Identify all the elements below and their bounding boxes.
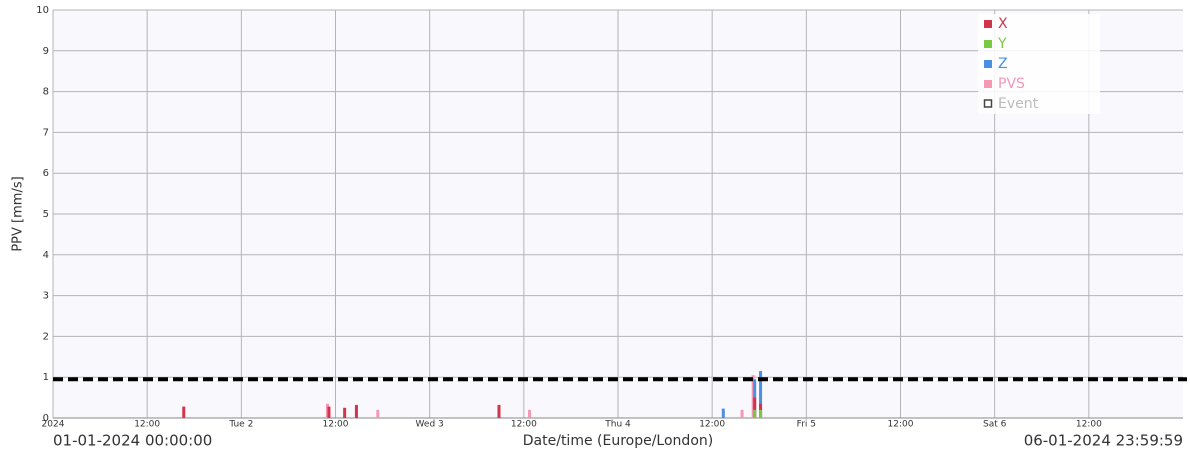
x-tick-label: Thu 4 xyxy=(604,420,631,430)
y-tick-label: 4 xyxy=(43,250,49,261)
y-tick-label: 0 xyxy=(43,413,49,424)
x-tick-label: Sat 6 xyxy=(983,420,1007,430)
x-tick-label: Tue 2 xyxy=(228,420,253,430)
bar xyxy=(759,409,763,418)
bar xyxy=(753,409,757,418)
start-label: 01-01-2024 00:00:00 xyxy=(53,432,212,450)
bar xyxy=(354,404,358,418)
y-tick-label: 2 xyxy=(43,331,49,342)
y-tick-label: 5 xyxy=(43,209,49,220)
bar xyxy=(740,409,744,418)
x-tick-label: 12:00 xyxy=(511,420,537,430)
legend-label: Event xyxy=(998,96,1039,112)
x-axis-title: Date/time (Europe/London) xyxy=(523,433,713,449)
x-tick-label: 12:00 xyxy=(134,420,160,430)
end-label: 06-01-2024 23:59:59 xyxy=(1024,432,1183,450)
x-tick-label: Fri 5 xyxy=(797,420,816,430)
y-tick-label: 1 xyxy=(43,372,49,383)
legend-swatch xyxy=(984,20,992,28)
bar xyxy=(327,406,331,418)
bar xyxy=(528,409,532,418)
x-tick-label: 12:00 xyxy=(323,420,349,430)
legend-label: Z xyxy=(998,56,1008,72)
legend-label: PVS xyxy=(998,76,1025,92)
bar xyxy=(753,397,757,418)
legend-swatch xyxy=(984,60,992,68)
y-tick-label: 7 xyxy=(43,127,49,138)
bar xyxy=(759,371,763,418)
legend-box xyxy=(978,14,1100,114)
legend-swatch xyxy=(984,40,992,48)
x-tick-label: 2024 xyxy=(42,420,65,430)
x-tick-label: 12:00 xyxy=(699,420,725,430)
bar xyxy=(182,406,186,418)
legend-swatch xyxy=(983,99,993,108)
y-tick-label: 3 xyxy=(43,291,49,302)
legend-label: Y xyxy=(997,36,1007,52)
legend-label: X xyxy=(998,16,1008,32)
x-tick-label: 12:00 xyxy=(1076,420,1102,430)
x-tick-label: 12:00 xyxy=(888,420,914,430)
y-tick-label: 8 xyxy=(43,87,49,98)
bar xyxy=(497,404,501,418)
y-tick-label: 10 xyxy=(36,5,49,16)
bar xyxy=(376,409,380,418)
y-tick-label: 9 xyxy=(43,46,49,57)
y-tick-label: 6 xyxy=(43,168,49,179)
bar xyxy=(721,408,725,418)
legend-swatch xyxy=(984,80,992,88)
bar xyxy=(343,407,347,418)
y-axis-title: PPV [mm/s] xyxy=(11,176,26,251)
x-tick-label: Wed 3 xyxy=(416,420,444,430)
